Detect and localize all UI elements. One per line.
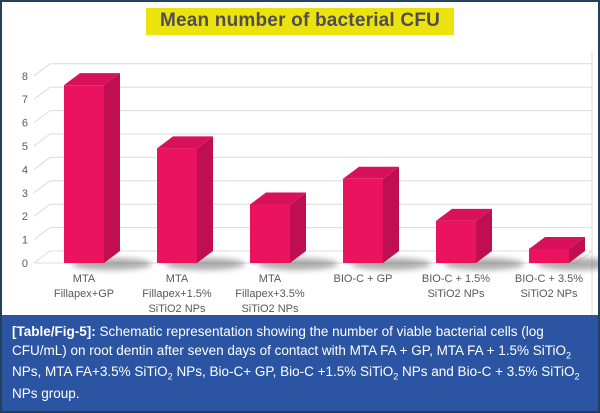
- bar-side-face: [197, 136, 213, 263]
- caption-text: NPs, MTA FA+3.5% SiTiO: [12, 364, 168, 380]
- x-category-label-line: SiTiO2 NPs: [520, 288, 578, 300]
- gridline: [33, 227, 592, 241]
- x-category-label-line: MTA: [259, 273, 282, 285]
- x-category-label: BIO-C + 3.5% SiTiO2 NPs: [515, 273, 583, 300]
- caption-text: 2: [393, 372, 399, 383]
- x-category-label-line: BIO-C + 3.5%: [515, 273, 583, 285]
- x-category-label-line: BIO-C + GP: [334, 273, 393, 285]
- y-tick-label: 0: [22, 258, 28, 270]
- x-category-label: MTA Fillapex+1.5% SiTiO2 NPs: [142, 273, 212, 315]
- caption-text: NPs, Bio-C+ GP, Bio-C +1.5% SiTiO: [172, 364, 394, 380]
- bar-side-face: [104, 73, 120, 263]
- bar-top-face: [250, 192, 306, 205]
- caption-text: NPs and Bio-C + 3.5% SiTiO: [398, 364, 575, 380]
- gridline: [33, 63, 592, 77]
- bar-side-face: [383, 166, 399, 263]
- gridline: [33, 110, 592, 123]
- bar: [436, 220, 476, 263]
- x-category-label-line: SiTiO2 NPs: [241, 303, 299, 315]
- bar-chart: 0 1 2 3 4 5 6 7 8 MTA Fillapex+GP MTA Fillapex+1.5% S…: [22, 51, 598, 315]
- bar: [250, 204, 290, 263]
- caption-text: 2: [574, 372, 580, 383]
- title-row: Mean number of bacterial CFU: [2, 8, 598, 35]
- x-category-label: BIO-C + GP: [334, 273, 393, 285]
- bar: [157, 148, 197, 263]
- caption-label: [Table/Fig-5]:: [12, 323, 96, 339]
- bar-side-face: [476, 208, 492, 263]
- gridline: [33, 156, 592, 170]
- x-category-label: BIO-C + 1.5% SiTiO2 NPs: [422, 273, 490, 300]
- x-category-label-line: MTA: [73, 273, 96, 285]
- bar-top-face: [157, 136, 213, 149]
- gridline: [33, 250, 592, 264]
- gridline: [33, 180, 592, 194]
- bar-top-face: [343, 166, 399, 179]
- bar-top-face: [64, 73, 120, 86]
- y-tick-label: 2: [22, 211, 28, 223]
- bar-side-face: [569, 236, 585, 263]
- bar: [529, 248, 569, 263]
- x-category-label-line: SiTiO2 NPs: [148, 303, 206, 315]
- chart-title: Mean number of bacterial CFU: [145, 8, 455, 35]
- gridline: [33, 203, 592, 217]
- x-category-label-line: Fillapex+3.5%: [235, 288, 305, 300]
- bar: [343, 178, 383, 263]
- bar-top-face: [529, 236, 585, 249]
- x-category-label-line: MTA: [166, 273, 189, 285]
- caption-text: 2: [167, 372, 173, 383]
- x-category-label-line: Fillapex+GP: [54, 288, 114, 300]
- figure-caption: [Table/Fig-5]: Schematic representation …: [2, 314, 598, 411]
- x-category-label-line: BIO-C + 1.5%: [422, 273, 490, 285]
- caption-text: 2: [566, 350, 572, 361]
- x-category-label: MTA Fillapex+3.5% SiTiO2 NPs: [235, 273, 305, 315]
- y-tick-label: 3: [22, 188, 28, 200]
- bar: [64, 85, 104, 263]
- bar-side-face: [290, 192, 306, 263]
- caption-text: Schematic representation showing the num…: [12, 323, 566, 358]
- caption-text: NPs group.: [12, 385, 80, 401]
- x-category-label-line: Fillapex+1.5%: [142, 288, 212, 300]
- y-tick-label: 4: [22, 164, 28, 176]
- x-category-label: MTA Fillapex+GP: [54, 273, 114, 300]
- y-tick-label: 5: [22, 141, 28, 153]
- x-category-label-line: SiTiO2 NPs: [427, 288, 485, 300]
- bar-top-face: [436, 208, 492, 221]
- gridline: [33, 133, 592, 147]
- y-tick-label: 7: [22, 94, 28, 106]
- y-tick-label: 1: [22, 235, 28, 247]
- y-tick-label: 8: [22, 71, 28, 83]
- gridline: [33, 86, 592, 100]
- y-tick-label: 6: [22, 118, 28, 130]
